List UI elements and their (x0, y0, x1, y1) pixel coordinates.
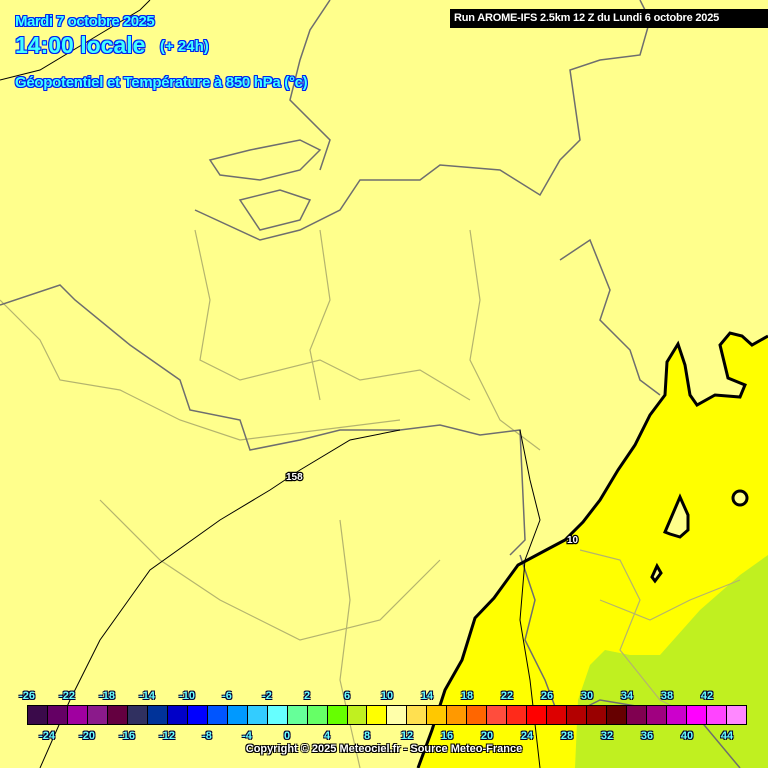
map-subtitle: Géopotentiel et Température à 850 hPa (°… (15, 74, 308, 91)
legend-label: 24 (520, 730, 534, 742)
pale-islands (650, 489, 749, 584)
legend-label: -8 (202, 730, 212, 742)
legend-swatch (427, 706, 448, 724)
legend-label: -20 (79, 730, 95, 742)
legend-swatch (527, 706, 548, 724)
copyright-text: Copyright © 2025 Meteociel.fr - Source M… (245, 743, 523, 755)
legend-swatch (267, 706, 288, 724)
legend-swatch (726, 706, 746, 724)
forecast-time: 14:00 locale (15, 32, 146, 58)
legend-label: -12 (159, 730, 175, 742)
legend-label: -10 (179, 690, 195, 702)
forecast-lead-time: (+ 24h) (160, 38, 209, 55)
legend-swatch (607, 706, 628, 724)
legend-label: -14 (139, 690, 155, 702)
legend-swatch (247, 706, 268, 724)
legend-swatch (407, 706, 428, 724)
legend-label: 16 (440, 730, 454, 742)
isotherm-10 (416, 331, 768, 768)
forecast-date: Mardi 7 octobre 2025 (15, 13, 155, 30)
legend-swatch (287, 706, 308, 724)
contour-label-158: 158 (286, 472, 303, 483)
legend-swatch (207, 706, 228, 724)
admin-borders (0, 229, 741, 768)
legend-swatch (127, 706, 148, 724)
legend-label: 12 (400, 730, 414, 742)
legend-label: 8 (363, 730, 371, 742)
legend-label: 2 (303, 690, 311, 702)
legend-swatch (187, 706, 208, 724)
legend-swatch (307, 706, 328, 724)
legend-swatch (467, 706, 488, 724)
legend-swatch (227, 706, 248, 724)
legend-label: 0 (283, 730, 291, 742)
legend-swatch (347, 706, 368, 724)
legend-label: 40 (680, 730, 694, 742)
legend-swatch (147, 706, 168, 724)
legend-swatch (327, 706, 348, 724)
legend-swatch (28, 706, 48, 724)
legend-swatch (167, 706, 188, 724)
legend-swatch (667, 706, 687, 724)
legend-label: 36 (640, 730, 654, 742)
legend-swatch (706, 706, 727, 724)
legend-label: -22 (59, 690, 75, 702)
legend-swatch (647, 706, 667, 724)
legend-swatch (87, 706, 108, 724)
legend-label: 32 (600, 730, 614, 742)
run-info-banner: Run AROME-IFS 2.5km 12 Z du Lundi 6 octo… (450, 9, 768, 28)
legend-swatch (686, 706, 707, 724)
legend-swatch (67, 706, 88, 724)
legend-label: 34 (620, 690, 634, 702)
legend-label: 42 (700, 690, 714, 702)
legend-label: 14 (420, 690, 434, 702)
legend-label: -24 (39, 730, 55, 742)
legend-swatch (107, 706, 128, 724)
legend-label: 44 (720, 730, 734, 742)
legend-label: -6 (222, 690, 232, 702)
legend-label: 28 (560, 730, 574, 742)
legend-swatch (547, 706, 568, 724)
legend-label: -16 (119, 730, 135, 742)
legend-swatch (367, 706, 388, 724)
legend-label: -18 (99, 690, 115, 702)
legend-swatch (627, 706, 648, 724)
legend-label: 4 (323, 730, 331, 742)
legend-label: -4 (242, 730, 252, 742)
legend-swatch (587, 706, 608, 724)
legend-swatch (447, 706, 468, 724)
legend-label: 22 (500, 690, 514, 702)
legend-label: -26 (19, 690, 35, 702)
legend-label: 10 (380, 690, 394, 702)
legend-label: 30 (580, 690, 594, 702)
legend-label: 26 (540, 690, 554, 702)
legend-swatch (487, 706, 508, 724)
legend-label: 6 (343, 690, 351, 702)
legend-label: -2 (262, 690, 272, 702)
legend-label: 20 (480, 730, 494, 742)
legend-color-bar (27, 705, 747, 725)
contour-label-10: 10 (567, 535, 579, 546)
legend-label: 18 (460, 690, 474, 702)
legend-swatch (387, 706, 408, 724)
legend-swatch (507, 706, 528, 724)
legend-swatch (567, 706, 588, 724)
legend-swatch (47, 706, 68, 724)
legend-label: 38 (660, 690, 674, 702)
